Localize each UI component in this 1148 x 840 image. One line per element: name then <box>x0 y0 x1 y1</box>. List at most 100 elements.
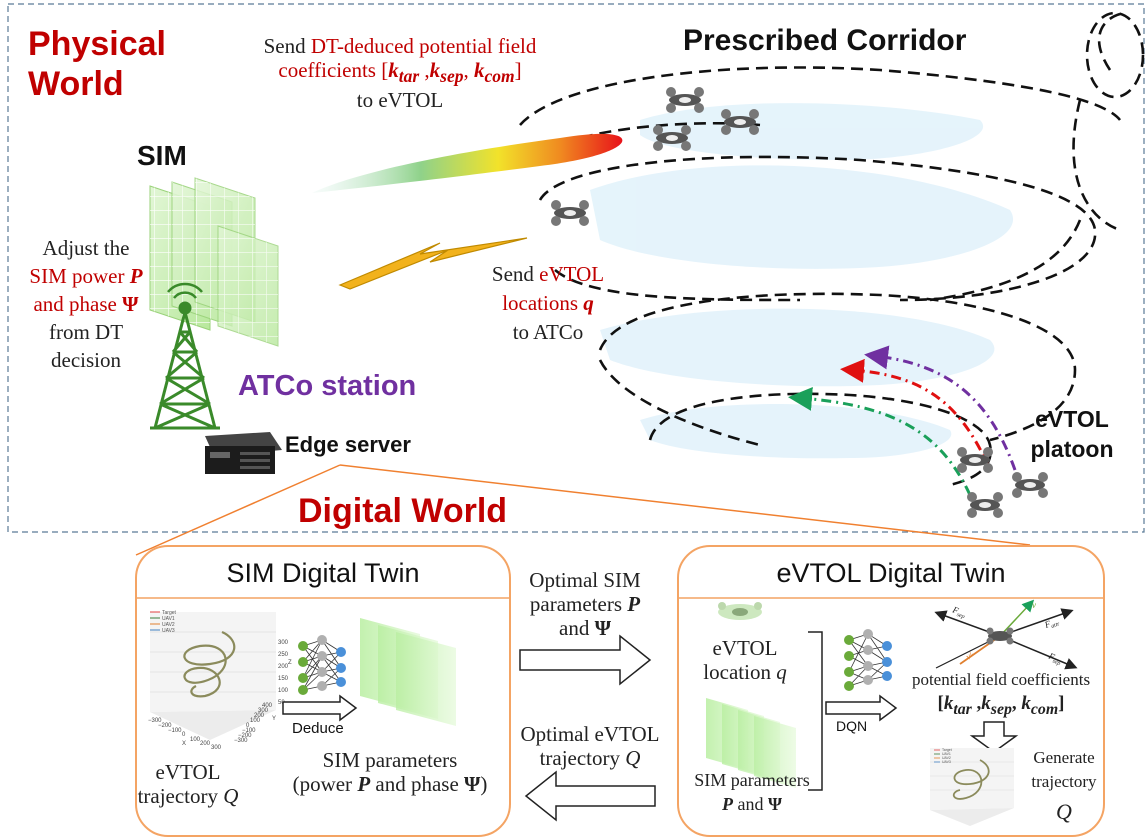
evtol-twin-params-line2: P and Ψ <box>682 792 822 816</box>
optimal-sim-line2: parameters P <box>515 592 655 616</box>
location-word: location <box>703 660 771 684</box>
adjust-sim-text: Adjust the SIM power P and phase Ψ from … <box>16 234 156 374</box>
platoon-trajectories <box>788 345 1017 496</box>
trajectory-word: trajectory <box>137 784 219 808</box>
coefficients-line2: [ktar ,ksep, kcom] <box>937 693 1065 718</box>
evtol-twin-sim-parameters-text: SIM parameters P and Ψ <box>682 768 822 816</box>
plot-legend: Target UAV1 UAV2 UAV3 <box>162 610 177 634</box>
optimal-sim-line3: and Ψ <box>515 616 655 640</box>
z-tick: 200 <box>278 664 289 670</box>
force-diagram-icon <box>934 599 1078 670</box>
evtol-drone-2 <box>721 109 759 135</box>
optimal-trajectory-line1: Optimal eVTOL <box>520 722 660 746</box>
digital-link-lines <box>135 464 1031 556</box>
z-tick: 100 <box>278 688 289 694</box>
coeff-open-bracket: [ <box>937 693 944 714</box>
evtol-location-line2: location q <box>690 660 800 684</box>
send-coefficients-line3: to eVTOL <box>356 88 444 113</box>
edge-server-icon <box>205 432 282 474</box>
trajectory-symbol: Q <box>223 784 239 808</box>
platoon-line1: eVTOL <box>1035 406 1109 432</box>
generate-arrow <box>969 721 1019 753</box>
legend-entry-uav3: UAV3 <box>942 760 951 764</box>
x-tick: 200 <box>200 741 211 747</box>
f-sep2-label: Fsep <box>1045 650 1063 667</box>
params-power-word: (power <box>292 772 353 796</box>
optimal-phase-symbol: Ψ <box>594 616 611 640</box>
evtol-drone-5 <box>957 447 993 473</box>
plot-y-ticks: 400 300 200 100 0 −100 −200 −300 Y <box>234 703 276 744</box>
evtol-twin-power-symbol: P <box>721 794 733 814</box>
sim-metasurface-icon <box>149 177 279 347</box>
evtol-location-icon <box>718 602 762 620</box>
coeff-k-tar: k <box>943 693 954 714</box>
legend-entry-uav2: UAV2 <box>162 622 175 628</box>
potential-field-coefficients-text: potential field coefficients [ktar ,ksep… <box>896 668 1106 722</box>
sim-parameters-text: SIM parameters (power P and phase Ψ) <box>270 748 510 796</box>
legend-entry-uav3: UAV3 <box>162 628 175 634</box>
f-attr-label: Fattr <box>1042 615 1061 632</box>
to-sim-twin-arrow <box>524 770 656 822</box>
evtol-trajectory-line2: trajectory Q <box>128 784 248 808</box>
y-tick: −200 <box>238 733 252 739</box>
deduce-arrow <box>282 694 358 722</box>
evtol-location-line1: eVTOL <box>712 636 778 660</box>
evtol-digital-twin-title: eVTOL Digital Twin <box>776 558 1006 588</box>
adjust-line3: and phase Ψ <box>16 290 156 318</box>
corridor-airflow <box>590 103 1014 459</box>
send-loc-highlight: eVTOL <box>539 262 605 286</box>
adjust-line5: decision <box>51 348 121 372</box>
adjust-line2-text: SIM power <box>29 264 125 288</box>
evtol-twin-sim-panels-icon <box>706 698 796 788</box>
x-axis-label: X <box>182 741 186 747</box>
optimal-trajectory-word: trajectory <box>539 746 621 770</box>
z-tick: 150 <box>278 676 289 682</box>
optimal-sim-text: Optimal SIM parameters P and Ψ <box>515 568 655 640</box>
evtol-platoon-label: eVTOL platoon <box>1022 404 1122 464</box>
legend-entry-target: Target <box>942 748 952 752</box>
evtol-trajectory-line1: eVTOL <box>155 760 221 784</box>
optimal-and-word: and <box>559 616 590 640</box>
send-coefficients-text: Send DT-deduced potential field coeffici… <box>210 34 590 112</box>
evtol-location-symbol: q <box>776 660 787 684</box>
sim-parameters-line1: SIM parameters <box>322 748 458 772</box>
x-tick: 300 <box>211 745 222 751</box>
send-coeff-prefix: Send <box>263 34 306 58</box>
send-coeff-highlight: DT-deduced potential field <box>310 34 537 58</box>
trajectory-purple <box>864 345 1017 471</box>
adjust-line1: Adjust the <box>42 236 130 260</box>
edge-server-label: Edge server <box>285 432 411 457</box>
atco-station-label: ATCo station <box>238 370 417 402</box>
deduce-label: Deduce <box>292 720 344 737</box>
dqn-label: DQN <box>836 718 868 734</box>
send-loc-line2-text: locations <box>502 291 579 315</box>
z-tick: 300 <box>278 640 289 646</box>
evtol-drone-4 <box>551 200 589 226</box>
send-loc-line1: Send eVTOL <box>468 260 628 289</box>
params-phase-symbol: Ψ <box>464 772 481 796</box>
params-phase-word: and phase <box>375 772 459 796</box>
evtol-location-text: eVTOL location q <box>690 636 800 684</box>
plot-x-ticks: −300 −200 −100 0 100 200 300 X <box>148 718 222 751</box>
z-tick: 50 <box>278 700 285 706</box>
send-coefficients-line1: Send DT-deduced potential field <box>210 34 590 58</box>
optimal-trajectory-line2: trajectory Q <box>505 746 675 770</box>
generated-plot-legend: Target UAV1 UAV2 UAV3 <box>942 748 952 764</box>
z-tick: 250 <box>278 652 289 658</box>
coefficients-line1: potential field coefficients <box>911 670 1091 689</box>
legend-entry-uav2: UAV2 <box>942 756 951 760</box>
send-loc-line2: locations q <box>468 289 628 318</box>
params-power-symbol: P <box>357 772 371 796</box>
x-tick: −200 <box>158 723 172 729</box>
send-coeff-line2: coefficients [ <box>278 58 389 82</box>
physical-world-frame <box>7 3 1145 533</box>
phase-symbol: Ψ <box>122 292 139 316</box>
sim-digital-twin-title: SIM Digital Twin <box>226 558 420 588</box>
atco-tower-icon <box>150 282 220 430</box>
k-com-symbol: k <box>473 58 485 82</box>
y-tick: 400 <box>262 703 273 709</box>
coeff-com-sub: com <box>1030 700 1059 718</box>
adjust-line3-text: and phase <box>33 292 117 316</box>
trajectory-plot-3d <box>150 611 276 740</box>
